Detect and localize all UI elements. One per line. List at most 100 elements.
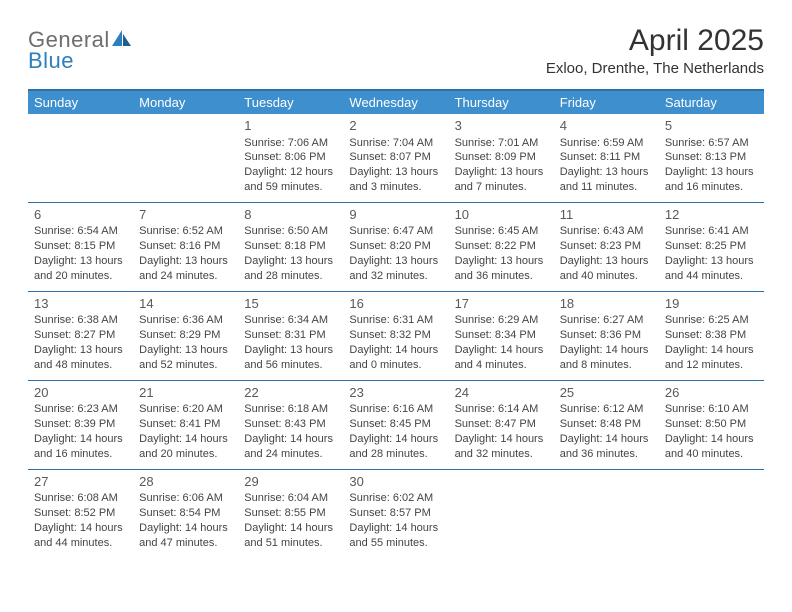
day-day1: Daylight: 14 hours <box>349 343 442 358</box>
day-sunset: Sunset: 8:18 PM <box>244 239 337 254</box>
day-sunrise: Sunrise: 6:34 AM <box>244 313 337 328</box>
day-number: 14 <box>139 295 232 313</box>
day-day1: Daylight: 14 hours <box>665 343 758 358</box>
day-sunset: Sunset: 8:07 PM <box>349 150 442 165</box>
day-day1: Daylight: 14 hours <box>139 432 232 447</box>
day-header: Thursday <box>449 91 554 114</box>
week-row: 6Sunrise: 6:54 AMSunset: 8:15 PMDaylight… <box>28 202 764 291</box>
day-number: 7 <box>139 206 232 224</box>
day-header: Saturday <box>659 91 764 114</box>
day-cell: 22Sunrise: 6:18 AMSunset: 8:43 PMDayligh… <box>238 380 343 469</box>
day-sunrise: Sunrise: 6:25 AM <box>665 313 758 328</box>
day-day2: and 44 minutes. <box>34 536 127 551</box>
day-cell: 1Sunrise: 7:06 AMSunset: 8:06 PMDaylight… <box>238 114 343 202</box>
month-title: April 2025 <box>546 24 764 58</box>
empty-cell <box>28 114 133 202</box>
day-sunset: Sunset: 8:32 PM <box>349 328 442 343</box>
day-sunrise: Sunrise: 6:23 AM <box>34 402 127 417</box>
day-number: 12 <box>665 206 758 224</box>
day-day2: and 0 minutes. <box>349 358 442 373</box>
day-sunrise: Sunrise: 6:50 AM <box>244 224 337 239</box>
day-sunset: Sunset: 8:43 PM <box>244 417 337 432</box>
day-sunrise: Sunrise: 6:16 AM <box>349 402 442 417</box>
day-sunrise: Sunrise: 6:54 AM <box>34 224 127 239</box>
day-day2: and 12 minutes. <box>665 358 758 373</box>
empty-cell <box>659 469 764 557</box>
day-sunrise: Sunrise: 6:27 AM <box>560 313 653 328</box>
day-sunrise: Sunrise: 6:29 AM <box>455 313 548 328</box>
day-number: 3 <box>455 117 548 135</box>
day-sunset: Sunset: 8:52 PM <box>34 506 127 521</box>
day-day1: Daylight: 13 hours <box>560 165 653 180</box>
day-sunset: Sunset: 8:29 PM <box>139 328 232 343</box>
day-cell: 28Sunrise: 6:06 AMSunset: 8:54 PMDayligh… <box>133 469 238 557</box>
day-day2: and 7 minutes. <box>455 180 548 195</box>
day-sunrise: Sunrise: 6:38 AM <box>34 313 127 328</box>
day-day1: Daylight: 13 hours <box>139 343 232 358</box>
day-cell: 12Sunrise: 6:41 AMSunset: 8:25 PMDayligh… <box>659 202 764 291</box>
day-sunrise: Sunrise: 7:01 AM <box>455 136 548 151</box>
day-number: 21 <box>139 384 232 402</box>
day-cell: 3Sunrise: 7:01 AMSunset: 8:09 PMDaylight… <box>449 114 554 202</box>
sail-icon <box>112 30 132 49</box>
day-number: 16 <box>349 295 442 313</box>
day-cell: 18Sunrise: 6:27 AMSunset: 8:36 PMDayligh… <box>554 291 659 380</box>
day-day2: and 20 minutes. <box>139 447 232 462</box>
brand-logo: General Blue <box>28 30 132 72</box>
day-day2: and 24 minutes. <box>244 447 337 462</box>
day-day2: and 40 minutes. <box>560 269 653 284</box>
day-sunrise: Sunrise: 6:41 AM <box>665 224 758 239</box>
location: Exloo, Drenthe, The Netherlands <box>546 60 764 77</box>
day-day1: Daylight: 13 hours <box>244 254 337 269</box>
day-number: 23 <box>349 384 442 402</box>
day-day2: and 32 minutes. <box>455 447 548 462</box>
day-number: 15 <box>244 295 337 313</box>
day-day1: Daylight: 12 hours <box>244 165 337 180</box>
day-cell: 2Sunrise: 7:04 AMSunset: 8:07 PMDaylight… <box>343 114 448 202</box>
day-day1: Daylight: 13 hours <box>34 254 127 269</box>
day-number: 18 <box>560 295 653 313</box>
day-number: 5 <box>665 117 758 135</box>
day-day1: Daylight: 14 hours <box>455 432 548 447</box>
calendar-table: SundayMondayTuesdayWednesdayThursdayFrid… <box>28 91 764 558</box>
day-number: 24 <box>455 384 548 402</box>
day-number: 2 <box>349 117 442 135</box>
day-sunset: Sunset: 8:41 PM <box>139 417 232 432</box>
day-day2: and 36 minutes. <box>560 447 653 462</box>
day-sunrise: Sunrise: 6:02 AM <box>349 491 442 506</box>
day-sunrise: Sunrise: 6:47 AM <box>349 224 442 239</box>
day-cell: 9Sunrise: 6:47 AMSunset: 8:20 PMDaylight… <box>343 202 448 291</box>
day-sunrise: Sunrise: 6:45 AM <box>455 224 548 239</box>
day-cell: 19Sunrise: 6:25 AMSunset: 8:38 PMDayligh… <box>659 291 764 380</box>
day-day1: Daylight: 13 hours <box>560 254 653 269</box>
day-header: Sunday <box>28 91 133 114</box>
day-cell: 11Sunrise: 6:43 AMSunset: 8:23 PMDayligh… <box>554 202 659 291</box>
day-sunset: Sunset: 8:15 PM <box>34 239 127 254</box>
day-day1: Daylight: 13 hours <box>349 254 442 269</box>
day-cell: 23Sunrise: 6:16 AMSunset: 8:45 PMDayligh… <box>343 380 448 469</box>
day-cell: 26Sunrise: 6:10 AMSunset: 8:50 PMDayligh… <box>659 380 764 469</box>
day-day2: and 32 minutes. <box>349 269 442 284</box>
week-row: 27Sunrise: 6:08 AMSunset: 8:52 PMDayligh… <box>28 469 764 557</box>
day-number: 13 <box>34 295 127 313</box>
day-cell: 17Sunrise: 6:29 AMSunset: 8:34 PMDayligh… <box>449 291 554 380</box>
day-sunset: Sunset: 8:55 PM <box>244 506 337 521</box>
day-day1: Daylight: 13 hours <box>139 254 232 269</box>
day-sunrise: Sunrise: 6:59 AM <box>560 136 653 151</box>
day-day2: and 44 minutes. <box>665 269 758 284</box>
day-sunset: Sunset: 8:31 PM <box>244 328 337 343</box>
day-sunrise: Sunrise: 6:20 AM <box>139 402 232 417</box>
day-day2: and 59 minutes. <box>244 180 337 195</box>
empty-cell <box>554 469 659 557</box>
day-cell: 14Sunrise: 6:36 AMSunset: 8:29 PMDayligh… <box>133 291 238 380</box>
day-number: 4 <box>560 117 653 135</box>
day-cell: 5Sunrise: 6:57 AMSunset: 8:13 PMDaylight… <box>659 114 764 202</box>
day-sunset: Sunset: 8:50 PM <box>665 417 758 432</box>
day-cell: 21Sunrise: 6:20 AMSunset: 8:41 PMDayligh… <box>133 380 238 469</box>
day-header: Wednesday <box>343 91 448 114</box>
day-number: 17 <box>455 295 548 313</box>
day-sunrise: Sunrise: 7:06 AM <box>244 136 337 151</box>
day-day1: Daylight: 14 hours <box>34 432 127 447</box>
day-cell: 7Sunrise: 6:52 AMSunset: 8:16 PMDaylight… <box>133 202 238 291</box>
day-day2: and 36 minutes. <box>455 269 548 284</box>
